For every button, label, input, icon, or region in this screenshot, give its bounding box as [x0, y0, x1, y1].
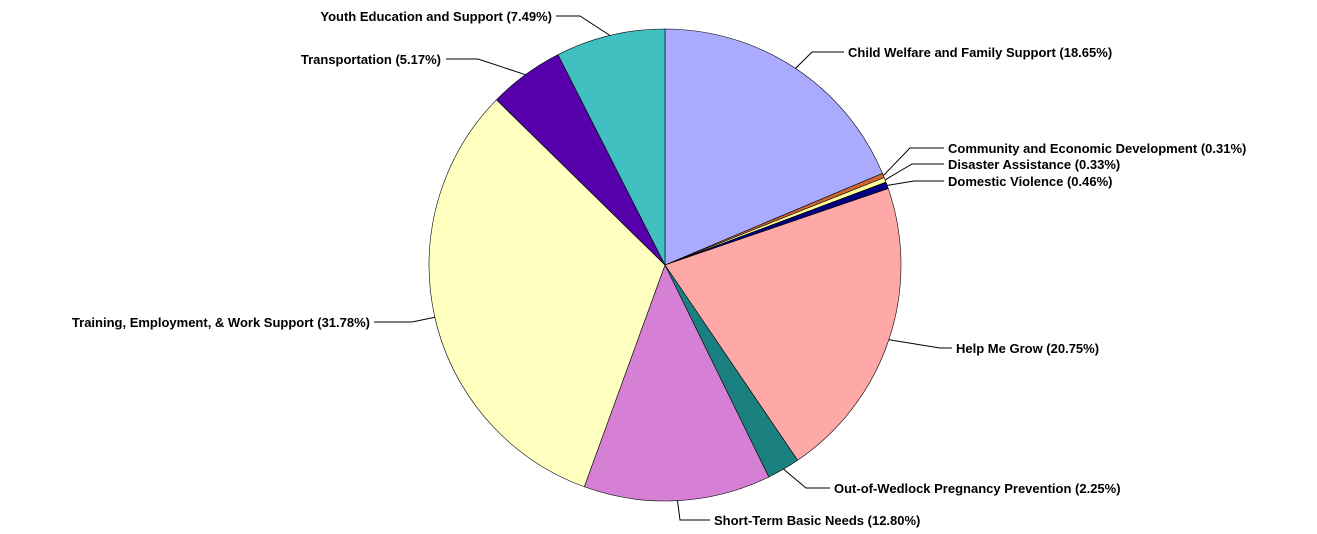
slice-label-training-employment: Training, Employment, & Work Support (31… — [72, 315, 370, 330]
slice-label-youth-education: Youth Education and Support (7.49%) — [320, 9, 552, 24]
slice-label-community-economic: Community and Economic Development (0.31… — [948, 141, 1246, 156]
leader-line-disaster-assistance — [884, 163, 944, 181]
leader-line-out-of-wedlock — [783, 468, 830, 489]
leader-line-training-employment — [374, 316, 436, 323]
pie-slice-help-me-grow — [664, 188, 902, 461]
leader-line-help-me-grow — [888, 339, 952, 349]
leader-line-youth-education — [556, 15, 611, 36]
slice-label-transportation: Transportation (5.17%) — [301, 52, 441, 67]
pie-slice-training-employment — [428, 99, 666, 488]
slice-label-disaster-assistance: Disaster Assistance (0.33%) — [948, 157, 1120, 172]
slice-label-child-welfare: Child Welfare and Family Support (18.65%… — [848, 45, 1112, 60]
pie-slice-short-term-needs — [583, 264, 770, 502]
slice-label-help-me-grow: Help Me Grow (20.75%) — [956, 341, 1099, 356]
leader-lines-layer — [374, 15, 952, 521]
slice-label-short-term-needs: Short-Term Basic Needs (12.80%) — [714, 513, 920, 528]
leader-line-short-term-needs — [677, 500, 710, 521]
slice-label-domestic-violence: Domestic Violence (0.46%) — [948, 174, 1113, 189]
leader-line-domestic-violence — [887, 180, 944, 186]
leader-line-community-economic — [883, 147, 944, 176]
slice-label-out-of-wedlock: Out-of-Wedlock Pregnancy Prevention (2.2… — [834, 481, 1121, 496]
pie-slice-youth-education — [557, 28, 666, 266]
leader-line-transportation — [446, 58, 526, 76]
labels-layer: Child Welfare and Family Support (18.65%… — [72, 9, 1246, 528]
leader-line-child-welfare — [795, 51, 844, 69]
slices-layer — [428, 28, 902, 502]
